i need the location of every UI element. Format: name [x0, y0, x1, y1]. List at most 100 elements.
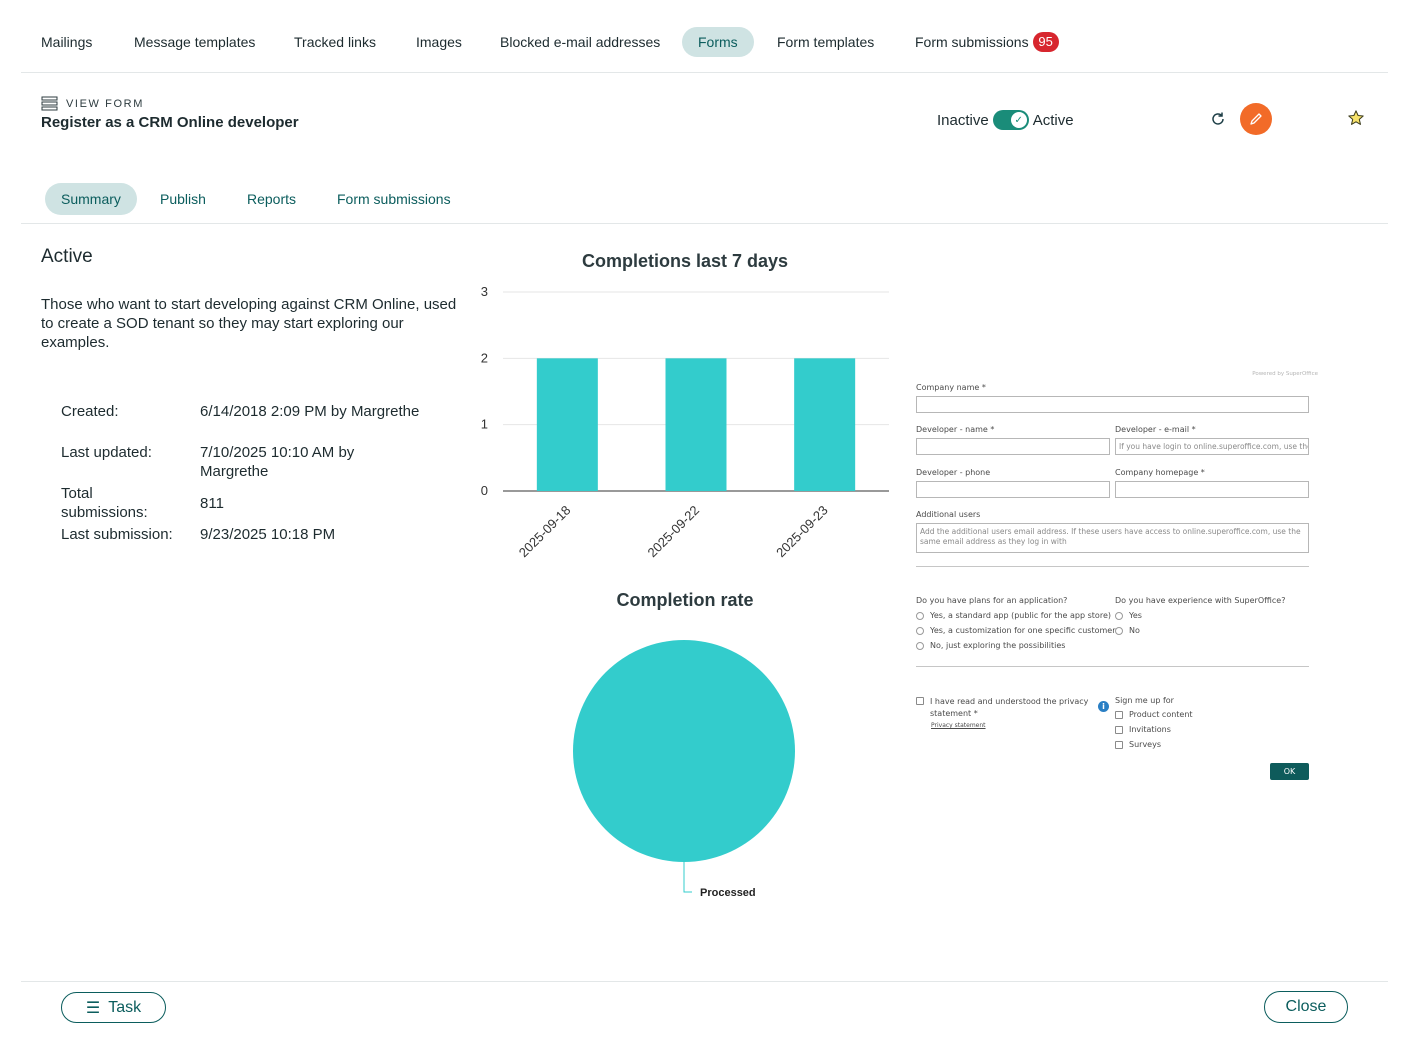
option-label: Product content	[1129, 710, 1193, 719]
tab-form-submissions[interactable]: Form submissions	[321, 183, 467, 215]
developer-email-input[interactable]: If you have login to online.superoffice.…	[1115, 438, 1309, 455]
plans-option-customization[interactable]: Yes, a customization for one specific cu…	[916, 626, 1116, 635]
close-button[interactable]: Close	[1264, 991, 1348, 1023]
y-tick-label: 0	[481, 483, 488, 498]
tab-label: Form submissions	[337, 191, 451, 207]
bar[interactable]	[794, 358, 856, 491]
privacy-checkbox[interactable]: I have read and understood the privacy st…	[916, 696, 1088, 720]
checkbox-box	[1115, 741, 1123, 749]
ok-button[interactable]: OK	[1270, 763, 1309, 780]
experience-question: Do you have experience with SuperOffice?	[1115, 596, 1286, 605]
plans-question: Do you have plans for an application?	[916, 596, 1068, 605]
nav-blocked-email-addresses[interactable]: Blocked e-mail addresses	[484, 27, 676, 57]
check-icon: ✓	[1010, 112, 1027, 128]
nav-mailings[interactable]: Mailings	[25, 27, 108, 57]
refresh-button[interactable]	[1207, 108, 1229, 130]
form-preview: Powered by SuperOffice Company name * De…	[906, 362, 1320, 782]
nav-images[interactable]: Images	[400, 27, 478, 57]
checkbox-box	[916, 697, 924, 705]
tab-reports[interactable]: Reports	[231, 183, 312, 215]
developer-name-input[interactable]	[916, 438, 1110, 455]
pencil-icon	[1250, 113, 1262, 125]
menu-icon: ☰	[85, 999, 101, 1017]
plans-option-exploring[interactable]: No, just exploring the possibilities	[916, 641, 1065, 650]
pie-slice[interactable]	[573, 640, 795, 862]
x-tick-label: 2025-09-18	[516, 503, 574, 561]
additional-users-placeholder: Add the additional users email address. …	[920, 527, 1301, 546]
nav-message-templates[interactable]: Message templates	[118, 27, 271, 57]
task-button-label: Task	[108, 998, 142, 1016]
experience-option-no[interactable]: No	[1115, 626, 1140, 635]
nav-tracked-links[interactable]: Tracked links	[278, 27, 392, 57]
nav-form-templates[interactable]: Form templates	[761, 27, 890, 57]
privacy-text-line-1: I have read and understood the privacy	[930, 697, 1089, 706]
x-tick-label: 2025-09-22	[644, 503, 702, 561]
nav-label: Forms	[698, 34, 738, 50]
top-navigation: Mailings Message templates Tracked links…	[21, 22, 1388, 73]
slice-label: Processed	[700, 887, 756, 899]
nav-label: Form submissions	[915, 34, 1029, 50]
developer-email-label: Developer - e-mail *	[1115, 425, 1196, 434]
experience-option-yes[interactable]: Yes	[1115, 611, 1142, 620]
close-button-label: Close	[1285, 998, 1327, 1015]
developer-phone-input[interactable]	[916, 481, 1110, 498]
divider	[916, 666, 1309, 667]
section-label-text: VIEW FORM	[66, 97, 144, 110]
nav-forms[interactable]: Forms	[682, 27, 754, 57]
y-tick-label: 3	[481, 284, 488, 299]
signup-product-content-checkbox[interactable]: Product content	[1115, 710, 1193, 719]
form-description: Those who want to start developing again…	[41, 296, 457, 351]
company-homepage-input[interactable]	[1115, 481, 1309, 498]
toggle-on-label: Active	[1032, 111, 1074, 129]
last-submission-value: 9/23/2025 10:18 PM	[200, 526, 336, 543]
checkbox-box	[1115, 711, 1123, 719]
toggle-off-label: Inactive	[937, 111, 989, 129]
star-icon	[1348, 110, 1364, 125]
section-label: VIEW FORM	[41, 96, 144, 111]
pie-chart-title: Completion rate	[616, 590, 754, 610]
company-name-label: Company name *	[916, 383, 986, 392]
slice-leader-line	[683, 862, 692, 893]
completion-rate-pie-chart: Processed	[573, 640, 795, 899]
tab-label: Publish	[160, 191, 206, 207]
form-tabs: Summary Publish Reports Form submissions	[21, 177, 1388, 224]
bar[interactable]	[665, 358, 727, 491]
radio-circle	[1115, 626, 1123, 635]
updated-label: Last updated:	[61, 444, 152, 461]
developer-email-placeholder: If you have login to online.superoffice.…	[1119, 442, 1308, 451]
nav-label: Message templates	[134, 34, 256, 50]
submissions-count-badge: 95	[1032, 32, 1059, 52]
privacy-text-line-2: statement *	[930, 709, 978, 718]
active-toggle-switch[interactable]: ✓	[992, 110, 1029, 130]
option-label: No	[1129, 626, 1140, 635]
total-submissions-label: Total submissions:	[61, 485, 148, 521]
page-title: Register as a CRM Online developer	[41, 114, 299, 131]
signup-label: Sign me up for	[1115, 696, 1174, 705]
signup-surveys-checkbox[interactable]: Surveys	[1115, 740, 1161, 749]
option-label: Yes	[1129, 611, 1142, 620]
nav-label: Blocked e-mail addresses	[500, 34, 661, 50]
favorite-button[interactable]	[1345, 107, 1367, 129]
y-tick-label: 1	[481, 417, 488, 432]
developer-phone-label: Developer - phone	[916, 468, 991, 477]
additional-users-textarea[interactable]: Add the additional users email address. …	[916, 523, 1309, 553]
form-list-icon	[41, 96, 58, 111]
tab-summary[interactable]: Summary	[45, 183, 137, 215]
info-icon: i	[1098, 701, 1109, 712]
nav-form-submissions[interactable]: Form submissions 95	[899, 27, 1075, 57]
radio-circle	[916, 611, 924, 620]
tab-label: Reports	[247, 191, 297, 207]
plans-option-standard-app[interactable]: Yes, a standard app (public for the app …	[916, 611, 1111, 620]
powered-by-text: Powered by SuperOffice	[1252, 371, 1318, 377]
nav-label: Tracked links	[294, 34, 376, 50]
signup-invitations-checkbox[interactable]: Invitations	[1115, 725, 1171, 734]
edit-button[interactable]	[1240, 103, 1272, 135]
privacy-statement-link[interactable]: Privacy statement	[931, 722, 986, 729]
bar[interactable]	[536, 358, 598, 491]
footer-divider	[21, 981, 1388, 982]
tab-publish[interactable]: Publish	[144, 183, 222, 215]
completions-bar-chart: 0 1 2 3 2025-09-18 2025-09-22 2025-09-23	[481, 284, 889, 561]
nav-label: Form templates	[777, 34, 875, 50]
task-button[interactable]: ☰ Task	[61, 992, 166, 1023]
company-name-input[interactable]	[916, 396, 1309, 413]
